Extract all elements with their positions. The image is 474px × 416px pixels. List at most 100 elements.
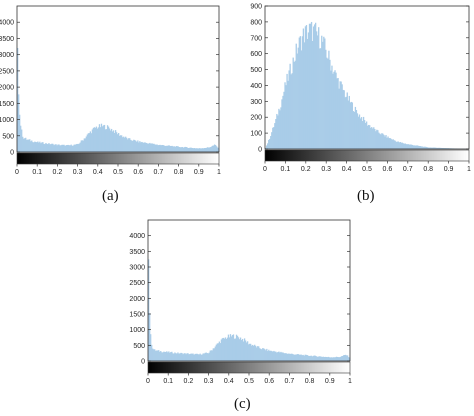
histogram-bar xyxy=(288,70,290,149)
histogram-bar xyxy=(250,343,252,361)
histogram-bar xyxy=(223,338,226,361)
histogram-bar xyxy=(18,94,20,152)
histogram-bar xyxy=(197,148,200,152)
histogram-bar xyxy=(113,132,116,152)
histogram-bar xyxy=(302,354,304,361)
histogram-bar xyxy=(111,131,114,152)
histogram-bar xyxy=(193,148,196,152)
histogram-bar xyxy=(414,145,417,149)
histogram-bar xyxy=(179,353,181,361)
histogram-bar xyxy=(201,354,203,361)
histogram-bar xyxy=(284,82,286,149)
histogram-bar xyxy=(368,124,370,149)
histogram-bar xyxy=(163,351,165,361)
histogram-bar xyxy=(185,147,187,152)
histogram-bar xyxy=(109,130,112,152)
x-tick-label: 0.5 xyxy=(362,166,372,173)
histogram-bar xyxy=(416,145,419,149)
histogram-bar xyxy=(339,81,341,149)
y-tick-label: 1500 xyxy=(0,101,14,108)
histogram-bar xyxy=(290,74,292,149)
histogram-bar xyxy=(57,144,59,152)
x-tick-label: 0.4 xyxy=(224,378,234,385)
histogram-bar xyxy=(343,355,346,361)
histogram-bar xyxy=(328,50,330,149)
histogram-bar xyxy=(165,145,167,152)
histogram-bar xyxy=(380,134,382,149)
histogram-bar xyxy=(342,355,345,361)
histogram-bar xyxy=(168,145,170,152)
histogram-bar xyxy=(237,337,240,361)
histogram-bar xyxy=(331,65,333,149)
histogram-bar xyxy=(195,353,197,361)
histogram-bar xyxy=(190,353,192,361)
histogram-bar xyxy=(204,352,206,361)
histogram-bar xyxy=(291,73,293,149)
histogram-bar xyxy=(321,35,323,150)
y-tick-label: 0 xyxy=(10,150,14,157)
histogram-bar xyxy=(166,145,168,152)
histogram-bar xyxy=(213,348,215,361)
histogram-panel-c: 0 500 1000 1500 2000 2500 3000 3500 4000 0 0.1 0.2 0… xyxy=(128,214,360,389)
histogram-bar xyxy=(148,143,150,152)
histogram-bar xyxy=(61,144,63,152)
histogram-bar xyxy=(130,139,132,152)
histogram-bar xyxy=(305,354,307,361)
histogram-bar xyxy=(49,144,51,152)
histogram-bar xyxy=(394,140,396,149)
histogram-bar xyxy=(171,145,173,152)
histogram-bar xyxy=(398,142,400,149)
histogram-bar xyxy=(307,32,310,149)
histogram-bar xyxy=(198,354,200,361)
histogram-bar xyxy=(280,351,282,361)
histogram-bar xyxy=(209,350,211,361)
histogram-bar xyxy=(281,99,283,149)
histogram-bar xyxy=(292,354,294,361)
histogram-bar xyxy=(336,78,338,149)
histogram-bar xyxy=(374,128,376,149)
histogram-bar xyxy=(317,356,319,361)
y-tick-label: 3500 xyxy=(0,36,14,43)
histogram-bar xyxy=(179,147,181,152)
histogram-bar xyxy=(318,27,320,149)
histogram-bar xyxy=(423,146,425,149)
histogram-bar xyxy=(209,147,212,152)
histogram-bar xyxy=(440,147,442,149)
histogram-bar xyxy=(93,127,96,152)
histogram-bar xyxy=(363,120,366,149)
histogram-bar xyxy=(123,136,125,152)
histogram-bar xyxy=(156,350,158,361)
histogram-bar xyxy=(28,139,30,152)
histogram-bar xyxy=(174,146,176,152)
histogram-bar xyxy=(263,348,265,361)
histogram-bar xyxy=(199,148,202,152)
x-tick-label: 0.1 xyxy=(32,169,42,176)
histogram-bar xyxy=(36,142,38,152)
histogram-bar xyxy=(233,338,236,361)
histogram-bar xyxy=(289,353,291,361)
histogram-bar xyxy=(393,140,395,149)
histogram-bar xyxy=(108,128,111,152)
histogram-bar xyxy=(401,142,403,149)
histogram-bar xyxy=(418,145,420,149)
histogram-bar xyxy=(170,145,172,152)
histogram-b-chart: 0 100 200 300 400 500 600 700 800 900 0 0.1 0.2 0.3 0.… xyxy=(250,4,471,174)
histogram-bar xyxy=(43,143,45,152)
histogram-bar xyxy=(134,140,136,152)
grayscale-colorbar xyxy=(147,361,351,374)
histogram-bar xyxy=(120,135,122,152)
histogram-bar xyxy=(175,146,177,152)
histogram-bar xyxy=(258,346,260,361)
histogram-bar xyxy=(19,114,21,152)
histogram-bar xyxy=(319,48,321,149)
histogram-bar xyxy=(160,351,162,361)
histogram-bar xyxy=(195,148,198,152)
histogram-bar xyxy=(365,121,368,149)
histogram-bar xyxy=(45,142,47,152)
y-tick-label: 1500 xyxy=(129,312,145,319)
histogram-bar xyxy=(274,351,276,361)
histogram-bar xyxy=(208,352,210,361)
histogram-bar xyxy=(396,141,398,149)
histogram-bar xyxy=(210,350,212,361)
histogram-bar xyxy=(192,353,194,361)
